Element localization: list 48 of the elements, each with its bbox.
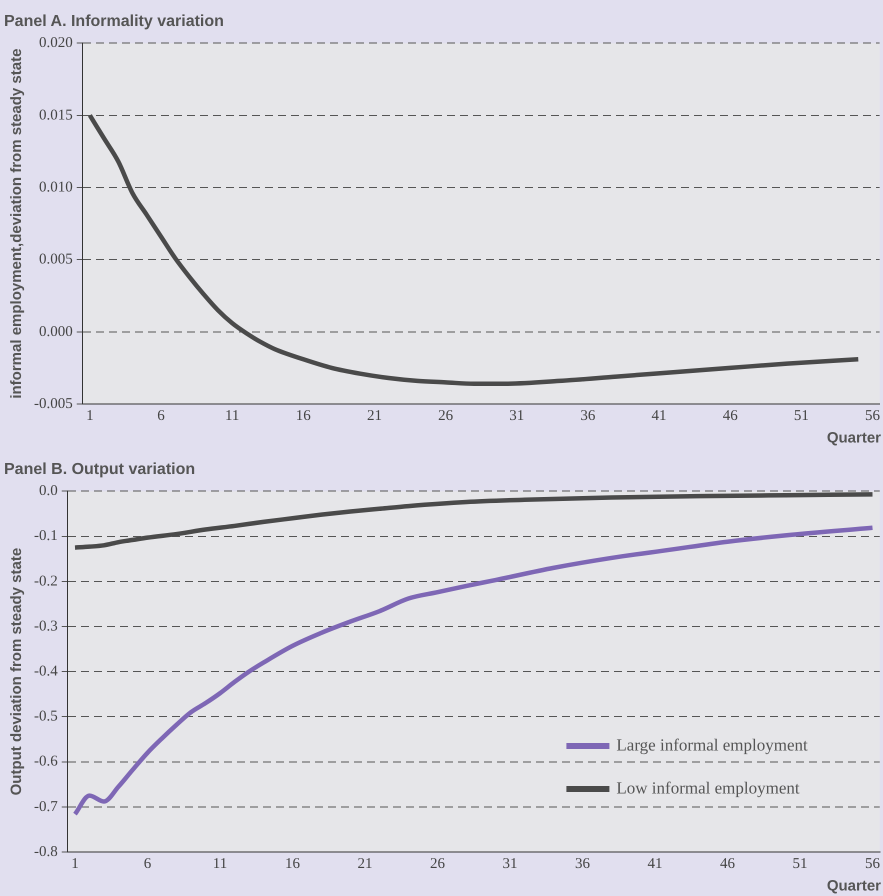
y-tick-label: -0.4 bbox=[34, 664, 58, 680]
x-tick-label: 1 bbox=[86, 408, 94, 424]
x-tick-label: 36 bbox=[580, 408, 596, 424]
y-tick-label: -0.2 bbox=[34, 573, 58, 590]
x-tick-label: 31 bbox=[502, 856, 518, 872]
x-tick-label: 16 bbox=[284, 856, 300, 872]
legend-label: Low informal employment bbox=[616, 778, 800, 798]
x-tick-label: 11 bbox=[212, 856, 228, 872]
y-tick-label: -0.5 bbox=[34, 708, 58, 725]
x-tick-label: 51 bbox=[794, 408, 809, 424]
x-tick-label: 31 bbox=[509, 408, 524, 424]
y-tick-label: 0.020 bbox=[38, 35, 73, 52]
y-tick-label: -0.6 bbox=[34, 754, 58, 770]
y-axis-title: Output deviation from steady state bbox=[8, 548, 26, 796]
y-tick-label: 0.000 bbox=[38, 324, 73, 340]
x-tick-label: 11 bbox=[224, 408, 240, 424]
legend-label: Large informal employment bbox=[616, 735, 808, 754]
y-tick-label: 0.005 bbox=[38, 252, 73, 268]
x-tick-label: 36 bbox=[575, 856, 590, 872]
x-tick-label: 51 bbox=[792, 856, 808, 872]
x-tick-label: 56 bbox=[865, 408, 880, 424]
y-tick-label: -0.7 bbox=[34, 798, 58, 815]
x-tick-label: 46 bbox=[722, 408, 738, 424]
x-tick-label: 46 bbox=[720, 856, 736, 872]
x-tick-label: 1 bbox=[71, 856, 79, 872]
x-tick-label: 26 bbox=[438, 408, 454, 424]
y-tick-label: -0.3 bbox=[34, 618, 58, 634]
y-tick-label: -0.005 bbox=[34, 396, 73, 412]
y-tick-label: 0.010 bbox=[38, 179, 73, 196]
x-tick-label: 6 bbox=[144, 856, 152, 872]
x-axis-title: Quarter bbox=[826, 430, 882, 447]
x-tick-label: 6 bbox=[157, 408, 166, 424]
y-tick-label: 0.0 bbox=[38, 483, 58, 500]
y-tick-label: -0.8 bbox=[34, 844, 58, 860]
x-tick-label: 41 bbox=[652, 408, 667, 424]
y-tick-label: -0.1 bbox=[34, 528, 58, 544]
x-tick-label: 21 bbox=[357, 856, 372, 872]
chart-title: Panel A. Informality variation bbox=[4, 13, 224, 30]
x-tick-label: 26 bbox=[430, 856, 446, 872]
y-tick-label: 0.015 bbox=[38, 107, 73, 124]
line-series bbox=[72, 525, 875, 816]
y-axis-title: informal employment,deviation from steady state bbox=[8, 48, 26, 399]
chart-title: Panel B. Output variation bbox=[4, 461, 196, 478]
x-tick-label: 56 bbox=[865, 856, 880, 872]
x-tick-label: 16 bbox=[296, 408, 312, 424]
x-axis-title: Quarter bbox=[826, 878, 882, 895]
x-tick-label: 41 bbox=[648, 856, 662, 872]
x-tick-label: 21 bbox=[366, 408, 382, 424]
